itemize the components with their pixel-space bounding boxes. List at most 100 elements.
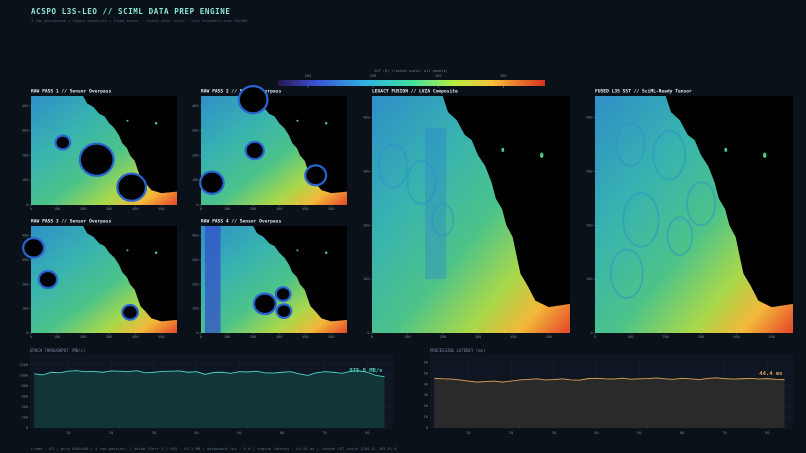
x-tick-label: 100 <box>224 207 231 211</box>
x-tick-label: 30 <box>552 431 556 435</box>
x-tick-label: 400 <box>510 335 517 339</box>
series-line <box>34 370 385 378</box>
x-tick-label: 100 <box>54 335 61 339</box>
y-tick-label: 10 <box>424 415 428 419</box>
blend-ring <box>378 143 409 189</box>
panel-title: LEGACY FUSION // LVZA Composite <box>372 89 458 95</box>
x-tick-label: 100 <box>627 335 634 339</box>
x-tick-label: 20 <box>109 431 113 435</box>
x-tick-label: 500 <box>328 207 335 211</box>
y-tick-label: 0 <box>26 331 28 335</box>
y-tick-label: 20 <box>424 404 428 408</box>
x-tick-label: 200 <box>250 207 257 211</box>
x-tick-label: 70 <box>323 431 327 435</box>
x-tick-label: 40 <box>194 431 198 435</box>
y-tick-label: 400 <box>586 116 593 120</box>
y-tick-label: 50 <box>424 371 428 375</box>
colorbar-label: SST (K) (locked scale, all panels) <box>374 69 448 73</box>
blend-ring <box>622 191 660 248</box>
y-tick-label: 100 <box>22 307 29 311</box>
y-tick-label: 400 <box>22 234 29 238</box>
x-tick-label: 30 <box>152 431 156 435</box>
colorbar-tick-label: 300 <box>500 74 507 78</box>
data-gap <box>54 134 72 151</box>
x-tick-label: 50 <box>237 431 241 435</box>
data-gap <box>244 140 265 161</box>
blend-ring <box>406 159 437 205</box>
x-tick-label: 80 <box>765 431 769 435</box>
blend-ring <box>609 248 644 299</box>
y-tick-label: 300 <box>363 169 370 173</box>
panel-title: RAW PASS 4 // Sensor Overpass <box>201 219 281 225</box>
data-gap <box>304 164 328 187</box>
sst-image <box>201 226 347 333</box>
x-tick-label: 500 <box>769 335 776 339</box>
y-tick-label: 400 <box>192 234 199 238</box>
title: ACSPO L3S-LEO // SCIML DATA PREP ENGINE <box>31 7 231 16</box>
y-tick-label: 1200 <box>19 363 28 367</box>
x-tick-label: 300 <box>106 207 113 211</box>
x-tick-label: 10 <box>66 431 70 435</box>
x-tick-label: 300 <box>276 207 283 211</box>
x-tick-label: 300 <box>106 335 113 339</box>
x-tick-label: 500 <box>158 207 165 211</box>
y-tick-label: 0 <box>426 426 428 430</box>
colorbar-tick-label: 295 <box>435 74 442 78</box>
y-tick-label: 300 <box>22 258 29 262</box>
series-line <box>434 377 785 383</box>
data-gap <box>121 303 139 321</box>
sst-image <box>372 96 570 333</box>
colorbar-tick-label: 290 <box>370 74 377 78</box>
x-tick-label: 0 <box>371 335 373 339</box>
y-tick-label: 0 <box>196 331 198 335</box>
swath-artifact <box>204 226 221 333</box>
x-tick-label: 500 <box>158 335 165 339</box>
data-gap <box>22 237 46 259</box>
y-tick-label: 200 <box>22 282 29 286</box>
x-tick-label: 300 <box>276 335 283 339</box>
y-tick-label: 0 <box>26 203 28 207</box>
y-tick-label: 40 <box>424 382 428 386</box>
y-tick-label: 400 <box>192 104 199 108</box>
x-tick-label: 60 <box>680 431 684 435</box>
x-tick-label: 200 <box>80 207 87 211</box>
data-gap <box>274 286 292 303</box>
panel-title: FUSED L3S SST // SciML-Ready Tensor <box>595 89 692 95</box>
line-area <box>34 370 385 428</box>
y-tick-label: 400 <box>363 116 370 120</box>
blend-ring <box>652 130 687 181</box>
y-tick-label: 100 <box>586 277 593 281</box>
x-tick-label: 40 <box>594 431 598 435</box>
colorbar <box>278 80 545 86</box>
x-tick-label: 0 <box>200 335 202 339</box>
y-tick-label: 300 <box>586 169 593 173</box>
composite-seam <box>425 128 447 280</box>
y-tick-label: 100 <box>192 178 199 182</box>
subtitle: 4 raw overpasses → legacy composite → fu… <box>31 19 247 23</box>
x-tick-label: 200 <box>439 335 446 339</box>
data-gap <box>116 172 148 202</box>
footer: Frame · 83 | grid 600x400 | 4 raw pass(e… <box>31 446 397 451</box>
data-gap <box>252 292 277 316</box>
y-tick-label: 0 <box>367 331 369 335</box>
y-tick-label: 300 <box>22 129 29 133</box>
x-tick-label: 200 <box>250 335 257 339</box>
x-tick-label: 0 <box>30 207 32 211</box>
data-gap <box>37 269 59 290</box>
y-tick-label: 200 <box>192 153 199 157</box>
y-tick-label: 200 <box>22 153 29 157</box>
x-tick-label: 200 <box>662 335 669 339</box>
x-tick-label: 100 <box>54 207 61 211</box>
line-area <box>434 377 785 428</box>
x-tick-label: 500 <box>328 335 335 339</box>
y-tick-label: 300 <box>192 258 199 262</box>
y-tick-label: 600 <box>22 394 29 398</box>
chart-title: PROCESSING LATENCY (ms) <box>430 348 485 353</box>
blend-ring <box>615 121 646 168</box>
x-tick-label: 400 <box>132 335 139 339</box>
x-tick-label: 0 <box>30 335 32 339</box>
y-tick-label: 0 <box>590 331 592 335</box>
colorbar-tick-label: 285 <box>305 74 312 78</box>
